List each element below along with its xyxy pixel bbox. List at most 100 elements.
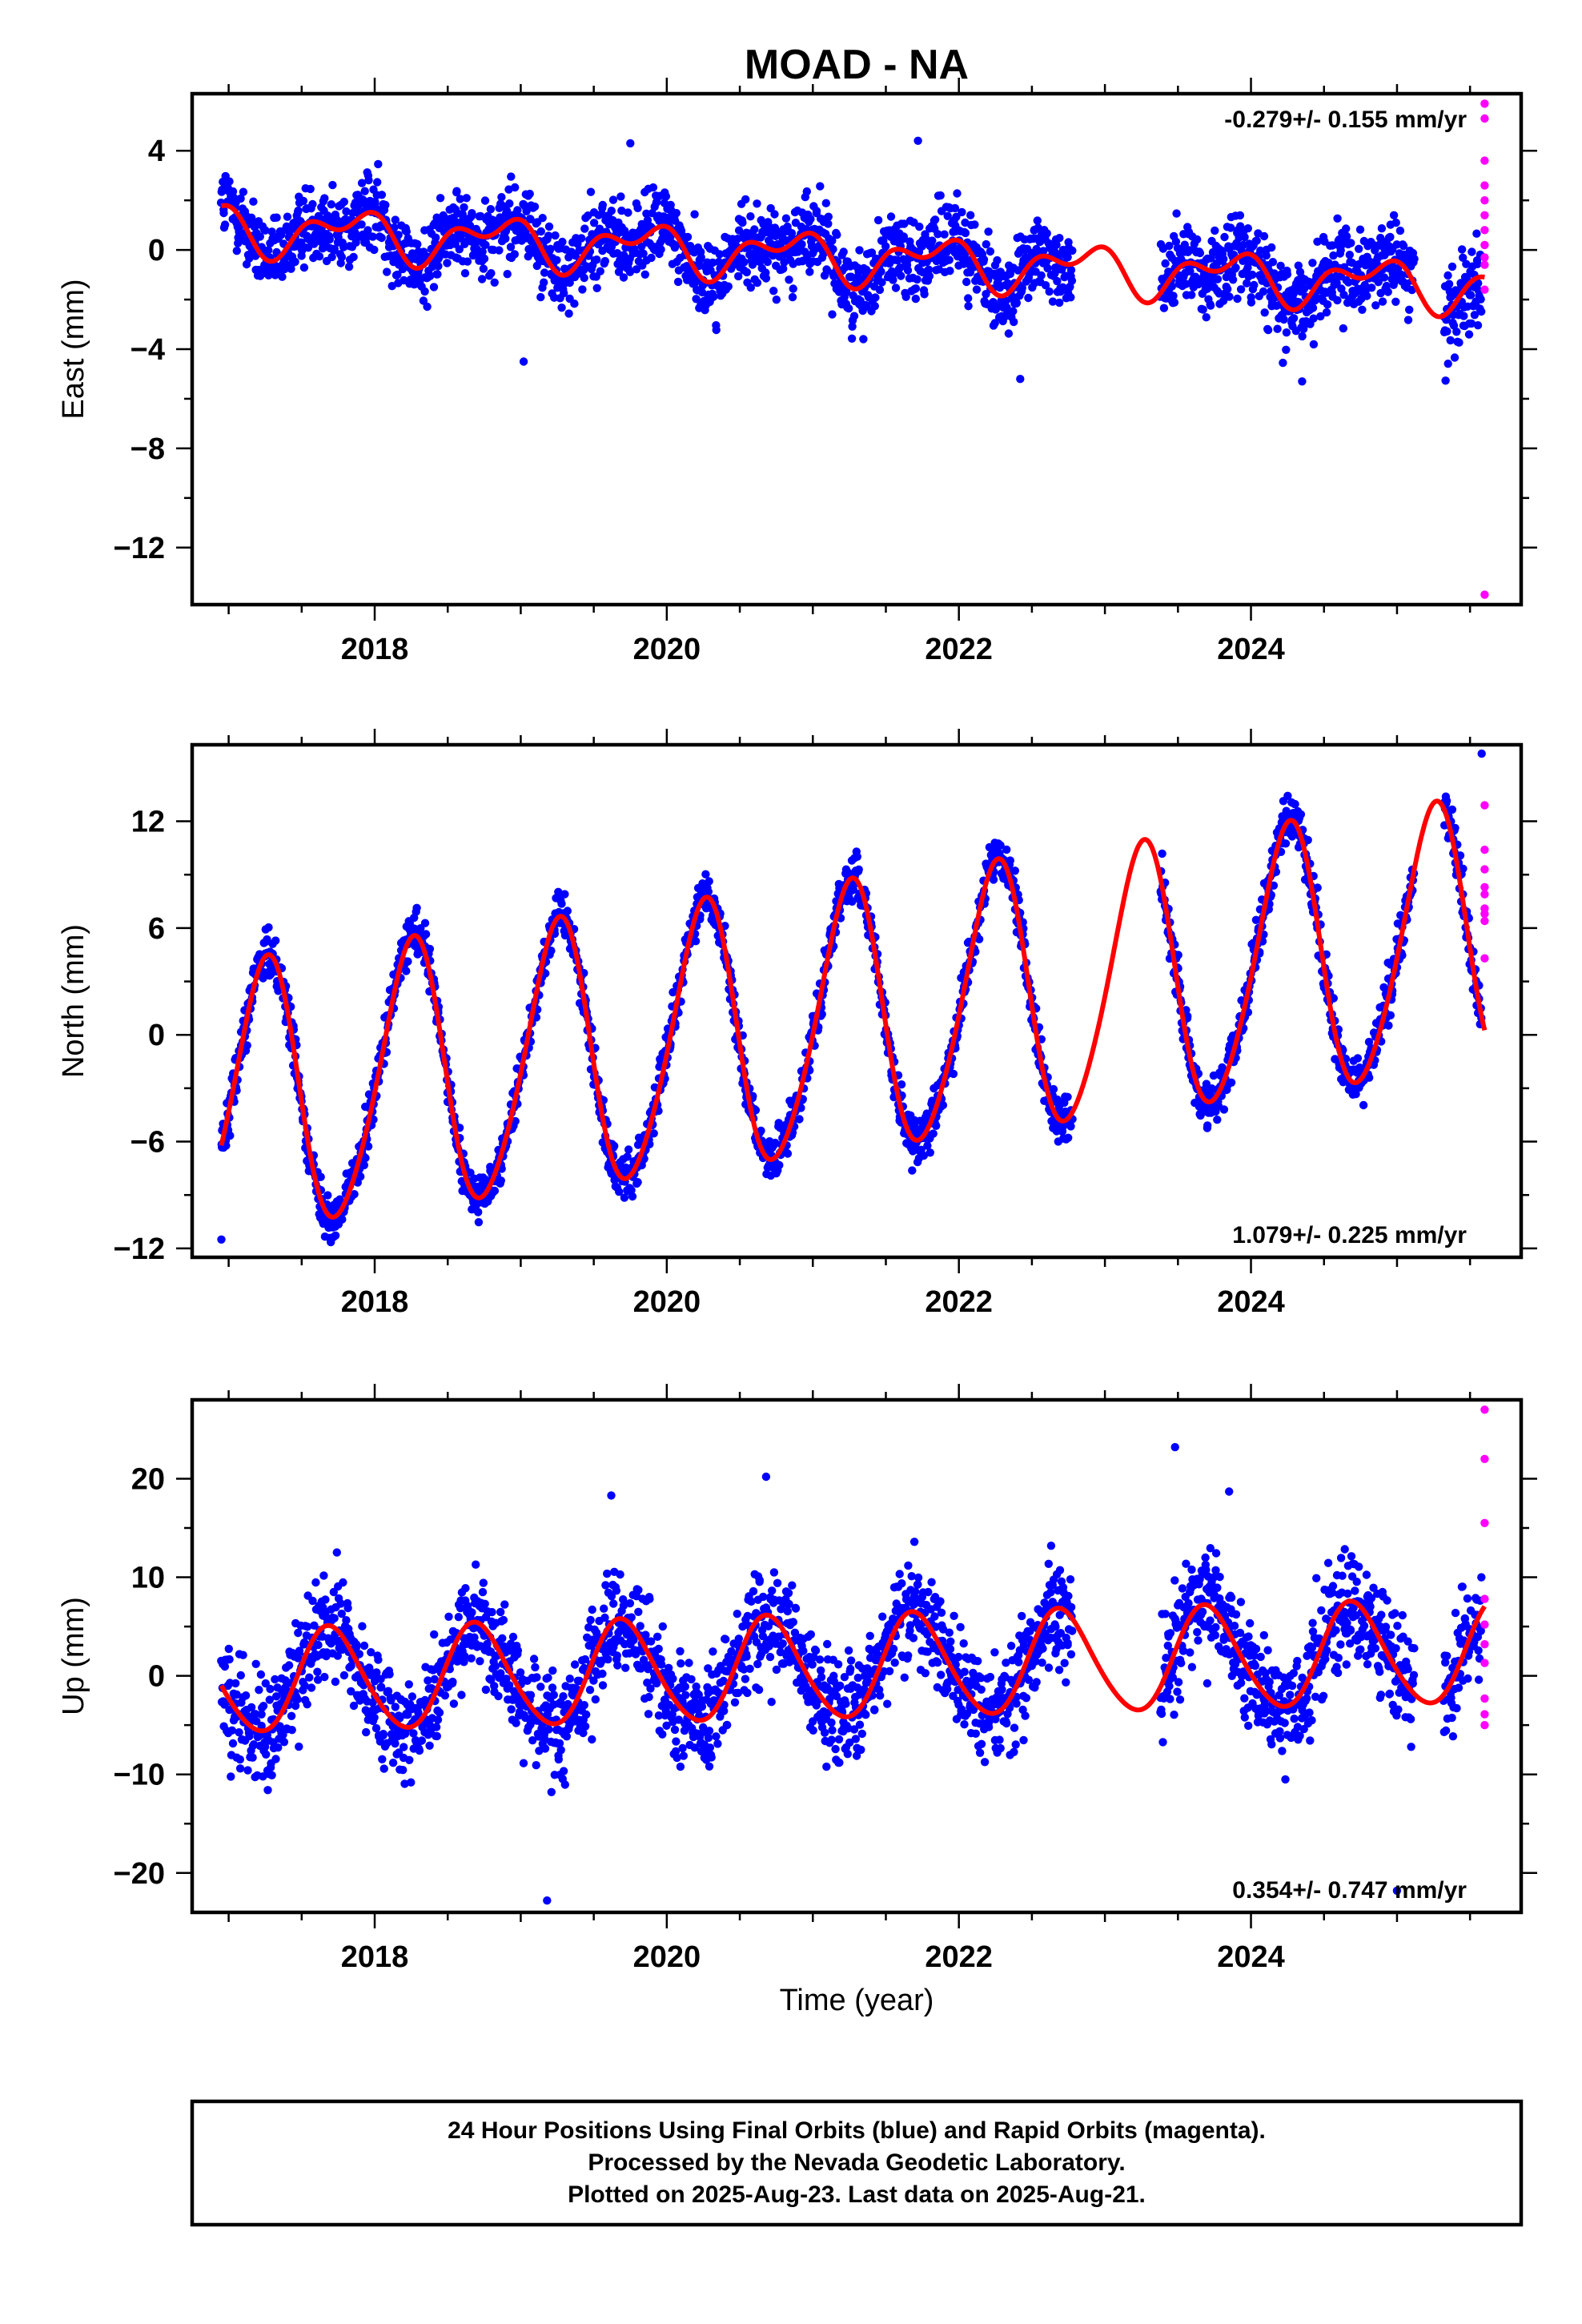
rapid-orbit-point xyxy=(1480,156,1489,165)
final-orbit-point xyxy=(1289,290,1298,299)
final-orbit-point xyxy=(434,262,443,271)
final-orbit-point xyxy=(1219,296,1228,305)
final-orbit-point xyxy=(381,200,390,210)
final-orbit-point xyxy=(1063,253,1072,262)
final-orbit-point xyxy=(299,263,309,272)
final-orbit-point xyxy=(481,240,490,249)
final-orbit-point xyxy=(993,255,1002,265)
final-orbit-point xyxy=(779,264,788,273)
final-orbit-point xyxy=(261,226,270,235)
final-orbit-point xyxy=(239,187,248,196)
final-orbit-point xyxy=(1351,1090,1360,1099)
final-orbit-point xyxy=(1472,229,1481,238)
final-orbit-point xyxy=(243,1766,252,1775)
figure-title: MOAD - NA xyxy=(745,42,969,88)
final-orbit-point xyxy=(692,295,701,304)
final-orbit-point xyxy=(404,957,412,966)
final-orbit-point xyxy=(1355,244,1363,253)
final-orbit-point xyxy=(235,1755,244,1764)
final-orbit-point xyxy=(236,1671,245,1680)
final-orbit-point xyxy=(592,283,601,292)
final-orbit-point xyxy=(265,1695,274,1704)
final-orbit-point xyxy=(929,1129,938,1138)
final-orbit-point xyxy=(1449,321,1459,330)
final-orbit-point xyxy=(972,285,982,294)
final-orbit-point xyxy=(649,1129,658,1138)
final-orbit-point xyxy=(433,270,442,279)
final-orbit-point xyxy=(877,278,886,287)
final-orbit-point xyxy=(1250,280,1259,290)
final-orbit-point xyxy=(513,206,522,215)
final-orbit-point xyxy=(344,262,354,271)
final-orbit-point xyxy=(1342,224,1351,233)
final-orbit-point xyxy=(228,1739,238,1748)
final-orbit-point xyxy=(1183,1011,1192,1021)
final-orbit-point xyxy=(262,1750,271,1759)
final-orbit-point xyxy=(235,1728,243,1737)
final-orbit-point xyxy=(925,265,934,274)
final-orbit-point xyxy=(1053,276,1062,286)
final-orbit-point xyxy=(608,195,618,204)
final-orbit-point xyxy=(1452,328,1461,336)
final-orbit-point xyxy=(1263,325,1273,335)
final-orbit-point xyxy=(1041,281,1050,290)
final-orbit-point xyxy=(443,259,452,267)
final-orbit-point xyxy=(1459,864,1468,874)
final-orbit-point xyxy=(247,1703,256,1712)
final-orbit-point xyxy=(1313,883,1322,892)
final-orbit-point xyxy=(231,1679,240,1688)
final-orbit-point xyxy=(639,249,648,258)
final-orbit-point xyxy=(560,288,568,298)
final-orbit-point xyxy=(738,218,747,227)
final-orbit-point xyxy=(1367,283,1376,292)
final-orbit-point xyxy=(616,192,625,201)
y-tick-label: −6 xyxy=(130,1126,165,1160)
final-orbit-point xyxy=(940,230,949,239)
final-orbit-point xyxy=(1477,307,1486,316)
final-orbit-point xyxy=(979,255,989,264)
final-orbit-point xyxy=(1235,211,1245,220)
final-orbit-point xyxy=(1259,231,1269,241)
final-orbit-point xyxy=(1199,305,1207,314)
east-model-curve xyxy=(220,203,1485,320)
final-orbit-point xyxy=(1012,298,1022,308)
x-tick-label: 2020 xyxy=(633,1285,701,1319)
final-orbit-point xyxy=(1213,1116,1222,1124)
final-orbit-point xyxy=(913,275,921,284)
final-orbit-point xyxy=(648,183,658,192)
final-orbit-point xyxy=(897,1080,906,1089)
final-orbit-point xyxy=(1283,270,1292,279)
rapid-orbit-point xyxy=(1480,845,1489,854)
final-orbit-point xyxy=(337,252,347,262)
rapid-orbit-point xyxy=(1480,883,1489,892)
final-orbit-point xyxy=(245,1731,254,1741)
final-orbit-point xyxy=(783,1149,793,1158)
y-tick-label: −4 xyxy=(130,333,165,367)
final-orbit-point xyxy=(763,257,772,267)
final-orbit-point xyxy=(915,222,924,231)
final-orbit-point xyxy=(1464,330,1474,339)
final-orbit-point xyxy=(1187,291,1196,300)
final-orbit-point xyxy=(683,232,693,242)
final-orbit-point xyxy=(294,206,303,215)
final-orbit-point xyxy=(844,868,853,877)
final-orbit-point xyxy=(966,211,975,219)
final-orbit-point xyxy=(1339,324,1348,333)
final-orbit-point xyxy=(958,207,966,217)
final-orbit-point xyxy=(1339,291,1348,300)
east-y-axis-label: East (mm) xyxy=(57,279,90,419)
final-orbit-point xyxy=(350,1190,359,1199)
final-orbit-point xyxy=(1383,287,1392,296)
final-orbit-point xyxy=(1211,226,1219,235)
final-orbit-point xyxy=(750,225,759,234)
final-orbit-point xyxy=(797,239,806,249)
final-orbit-point xyxy=(552,255,561,264)
final-orbit-point xyxy=(691,937,701,946)
final-orbit-point xyxy=(1279,358,1287,368)
final-orbit-point xyxy=(1443,360,1452,368)
final-orbit-point xyxy=(421,930,431,939)
final-orbit-point xyxy=(1219,255,1228,263)
final-orbit-point xyxy=(1049,1084,1058,1094)
final-orbit-point xyxy=(1016,375,1025,384)
final-orbit-point xyxy=(1473,321,1483,330)
